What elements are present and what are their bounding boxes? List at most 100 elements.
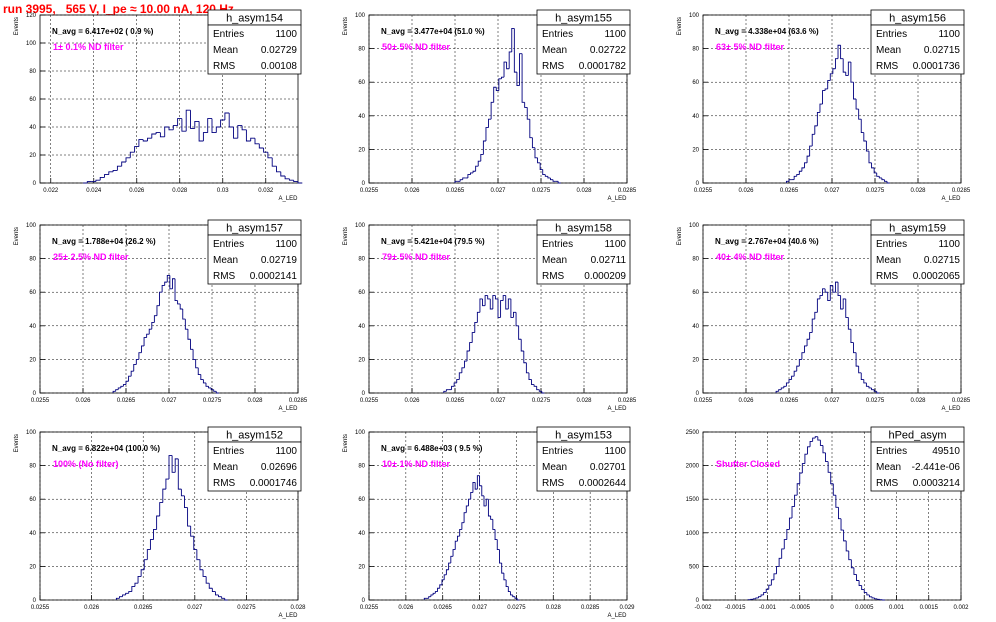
histogram-bin (497, 298, 501, 318)
histogram-bin (151, 321, 155, 330)
x-tick-label: 0.026 (129, 188, 145, 194)
y-tick-label: 20 (358, 147, 365, 153)
histogram-bin (174, 458, 179, 473)
histogram-bin (778, 389, 782, 392)
y-tick-label: 40 (692, 324, 699, 330)
histogram-bin (165, 478, 169, 490)
histogram-bin (208, 583, 213, 589)
histogram-bin (863, 132, 867, 142)
plot-frame (368, 224, 628, 394)
stats-value: 0.02715 (924, 45, 961, 56)
histogram-bin (868, 594, 872, 598)
histogram-bin (791, 506, 795, 519)
x-tick-label: 0.0255 (31, 605, 50, 611)
histogram-bin (775, 390, 779, 393)
stats-value: 0.02729 (261, 45, 298, 56)
histogram-bin (451, 385, 455, 390)
histogram-bin (122, 594, 126, 597)
histogram-bin (845, 298, 849, 318)
histogram-bin (512, 594, 515, 598)
y-axis-title: Events (14, 17, 20, 35)
histogram-bin (876, 598, 880, 600)
histogram-bin (871, 387, 875, 391)
y-axis-title: Events (677, 17, 683, 35)
histogram-bin (205, 576, 210, 584)
histogram-bin (423, 597, 427, 600)
stats-key: RMS (876, 61, 899, 72)
stats-key: Mean (213, 45, 238, 56)
histogram-bin (811, 318, 815, 333)
histogram-bin (146, 549, 151, 560)
x-tick-label: 0.0275 (866, 398, 885, 404)
y-tick-label: 80 (29, 464, 36, 470)
x-tick-label: 0.026 (75, 398, 91, 404)
histogram-bin (788, 517, 793, 530)
histogram-bin (198, 121, 204, 142)
histogram-bin (804, 453, 808, 464)
histogram-bin (542, 169, 546, 176)
histogram-bin (788, 379, 792, 383)
histogram-bin (86, 181, 92, 183)
y-tick-label: 80 (692, 257, 699, 263)
histogram-bin (537, 157, 541, 164)
histogram-bin (557, 181, 561, 184)
stats-value: 0.0001782 (579, 61, 627, 72)
histogram-panel-h_asym154: 0.022 0.024 0.026 0.028 0.03 0.032 0 20 40 60 80 10… (14, 9, 303, 202)
x-tick-label: 0.032 (258, 188, 274, 194)
histogram-bin (534, 147, 538, 159)
histogram-bin (477, 160, 481, 167)
histogram-bin (809, 332, 813, 340)
histogram-bin (474, 321, 478, 333)
histogram-bin (752, 598, 756, 600)
y-tick-label: 40 (358, 114, 365, 120)
histogram-bin (505, 295, 509, 310)
y-tick-label: 80 (29, 69, 36, 75)
histogram-bin (457, 535, 460, 542)
histogram-bin (482, 298, 486, 307)
histogram-bin (125, 380, 129, 385)
histogram-bin (865, 141, 869, 152)
x-tick-label: 0.0265 (446, 398, 465, 404)
histogram-bin (847, 317, 851, 330)
y-tick-label: 80 (692, 47, 699, 53)
histogram-bin (135, 358, 139, 365)
histogram-bin (529, 119, 533, 139)
histogram-bin (503, 573, 507, 581)
n-avg-label: N_avg = 2.767e+04 (40.6 %) (715, 237, 819, 246)
histogram-bin (878, 176, 882, 179)
x-tick-label: 0.0285 (618, 398, 637, 404)
histogram-bin (492, 295, 496, 309)
x-axis-title: A_LED (941, 196, 961, 202)
y-tick-label: 20 (29, 153, 36, 159)
histogram-bin (850, 559, 854, 569)
histogram-bin (507, 586, 511, 593)
histogram-bin (853, 82, 857, 100)
stats-key: Entries (542, 29, 573, 40)
histogram-bin (221, 596, 225, 599)
plot-frame (368, 14, 628, 184)
histogram-panel-h_asym153: 0.0255 0.026 0.0265 0.027 0.0275 0.028 0.0285 0… (343, 426, 635, 619)
histogram-bin (829, 285, 833, 301)
stats-value: 0.0002644 (579, 478, 627, 489)
n-avg-label: N_avg = 6.417e+02 ( 0.9 %) (52, 27, 154, 36)
histogram-bin (228, 113, 234, 128)
y-tick-label: 80 (358, 464, 365, 470)
x-tick-label: 0.0005 (855, 605, 874, 611)
x-tick-label: 0.026 (738, 398, 754, 404)
histogram-bin (147, 137, 152, 141)
n-avg-label: N_avg = 1.788e+04 (26.2 %) (52, 237, 156, 246)
stats-value: 0.02696 (261, 462, 298, 473)
y-tick-label: 60 (358, 497, 365, 503)
histogram-bin (184, 319, 188, 330)
histogram-bin (174, 278, 178, 302)
x-tick-label: 0.027 (824, 188, 840, 194)
x-axis-title: A_LED (607, 613, 627, 619)
x-tick-label: 0.028 (910, 188, 926, 194)
y-tick-label: 80 (358, 47, 365, 53)
stats-value: 0.02719 (261, 255, 298, 266)
histogram-bin (498, 78, 502, 91)
stats-value: 1100 (275, 29, 297, 40)
histogram-bin (518, 325, 522, 340)
x-tick-label: 0.0255 (694, 188, 713, 194)
x-tick-label: -0.0015 (725, 605, 746, 611)
